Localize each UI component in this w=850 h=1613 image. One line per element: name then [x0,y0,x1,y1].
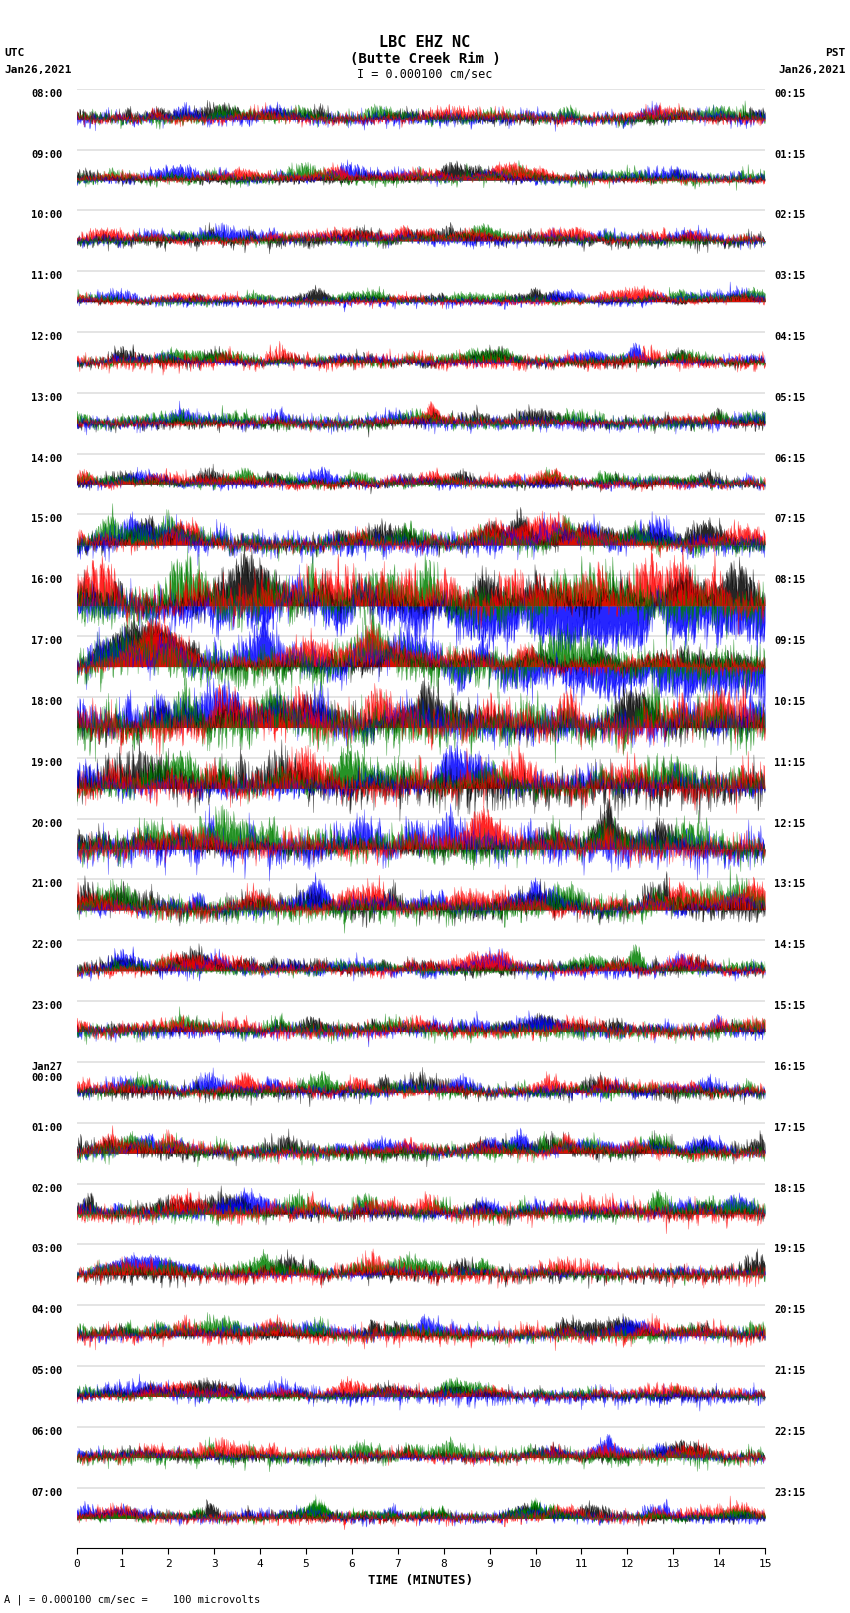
Text: 11:15: 11:15 [774,758,806,768]
Text: 10:00: 10:00 [31,210,63,221]
Text: 05:00: 05:00 [31,1366,63,1376]
Text: Jan26,2021: Jan26,2021 [4,65,71,74]
Text: 02:15: 02:15 [774,210,806,221]
Text: 18:15: 18:15 [774,1184,806,1194]
Text: 16:15: 16:15 [774,1061,806,1073]
Text: 19:00: 19:00 [31,758,63,768]
Text: 08:00: 08:00 [31,89,63,98]
Text: 18:00: 18:00 [31,697,63,706]
Text: 09:15: 09:15 [774,636,806,647]
Text: 01:00: 01:00 [31,1123,63,1132]
Text: 09:00: 09:00 [31,150,63,160]
Text: 12:00: 12:00 [31,332,63,342]
Text: 15:00: 15:00 [31,515,63,524]
Text: 04:15: 04:15 [774,332,806,342]
Text: Jan26,2021: Jan26,2021 [779,65,846,74]
Text: 07:00: 07:00 [31,1487,63,1497]
Text: 05:15: 05:15 [774,394,806,403]
Text: 10:15: 10:15 [774,697,806,706]
Text: 06:00: 06:00 [31,1428,63,1437]
Text: 02:00: 02:00 [31,1184,63,1194]
Text: 03:15: 03:15 [774,271,806,281]
Text: A | = 0.000100 cm/sec =    100 microvolts: A | = 0.000100 cm/sec = 100 microvolts [4,1594,260,1605]
Text: LBC EHZ NC: LBC EHZ NC [379,35,471,50]
Text: 13:00: 13:00 [31,394,63,403]
Text: 17:15: 17:15 [774,1123,806,1132]
Text: Jan27
00:00: Jan27 00:00 [31,1061,63,1084]
Text: 08:15: 08:15 [774,576,806,586]
Text: 06:15: 06:15 [774,453,806,463]
Text: 14:15: 14:15 [774,940,806,950]
Text: 17:00: 17:00 [31,636,63,647]
Text: 00:15: 00:15 [774,89,806,98]
Text: 21:15: 21:15 [774,1366,806,1376]
Text: 20:15: 20:15 [774,1305,806,1315]
Text: 13:15: 13:15 [774,879,806,889]
X-axis label: TIME (MINUTES): TIME (MINUTES) [368,1574,473,1587]
Text: 22:15: 22:15 [774,1428,806,1437]
Text: (Butte Creek Rim ): (Butte Creek Rim ) [349,52,501,66]
Text: 14:00: 14:00 [31,453,63,463]
Text: 22:00: 22:00 [31,940,63,950]
Text: 01:15: 01:15 [774,150,806,160]
Text: 20:00: 20:00 [31,819,63,829]
Text: 16:00: 16:00 [31,576,63,586]
Text: 21:00: 21:00 [31,879,63,889]
Text: 23:00: 23:00 [31,1002,63,1011]
Text: I = 0.000100 cm/sec: I = 0.000100 cm/sec [357,68,493,81]
Text: 23:15: 23:15 [774,1487,806,1497]
Text: 04:00: 04:00 [31,1305,63,1315]
Text: PST: PST [825,48,846,58]
Text: 19:15: 19:15 [774,1244,806,1255]
Text: UTC: UTC [4,48,25,58]
Text: 03:00: 03:00 [31,1244,63,1255]
Text: 07:15: 07:15 [774,515,806,524]
Text: 15:15: 15:15 [774,1002,806,1011]
Text: 12:15: 12:15 [774,819,806,829]
Text: 11:00: 11:00 [31,271,63,281]
